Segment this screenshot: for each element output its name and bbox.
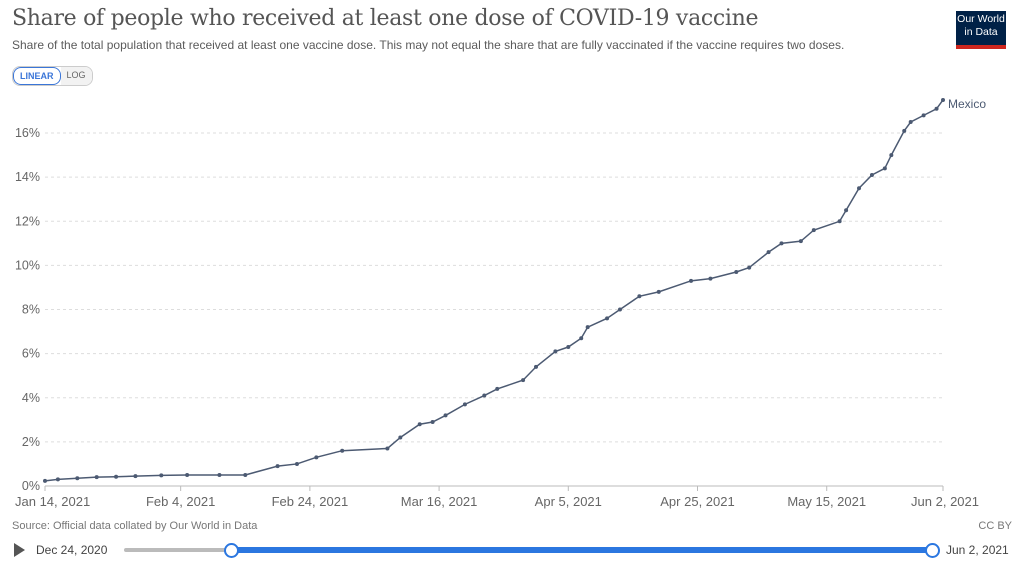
data-point — [417, 422, 422, 427]
data-point — [185, 472, 190, 477]
data-point — [798, 239, 803, 244]
data-point — [553, 349, 558, 354]
data-point — [43, 478, 47, 483]
data-point — [462, 402, 467, 407]
data-point — [340, 448, 345, 453]
data-point — [857, 186, 862, 191]
log-button[interactable]: LOG — [60, 67, 92, 85]
y-tick-label: 14% — [15, 170, 40, 184]
timeline-end-handle[interactable] — [925, 543, 940, 558]
x-tick-label: Feb 24, 2021 — [272, 494, 349, 509]
data-point — [566, 345, 571, 350]
data-point — [94, 475, 99, 480]
y-tick-label: 6% — [22, 347, 40, 361]
data-point — [605, 316, 610, 321]
data-point — [495, 386, 500, 391]
data-point — [844, 208, 849, 213]
timeline-selected-range[interactable] — [230, 547, 932, 553]
line-chart: 0% 2% 4% 6% 8% 10% 12% 14% 16% Jan 14, 2021 Feb 4,… — [15, 97, 986, 509]
data-point — [533, 364, 538, 369]
data-point — [811, 228, 816, 233]
series-line — [44, 99, 944, 482]
data-point — [656, 289, 661, 294]
x-tick-label: Feb 4, 2021 — [146, 494, 215, 509]
data-point — [689, 278, 694, 283]
data-point — [637, 294, 642, 299]
data-point — [921, 113, 926, 118]
linear-button[interactable]: LINEAR — [13, 67, 61, 85]
y-tick-label: 12% — [15, 214, 40, 228]
data-point — [294, 461, 299, 466]
data-point — [908, 120, 913, 125]
data-point — [398, 435, 403, 440]
data-point — [133, 474, 138, 479]
data-point — [837, 219, 842, 224]
timeline-start-label: Dec 24, 2020 — [36, 543, 108, 557]
data-point — [159, 473, 164, 478]
data-point — [443, 413, 448, 418]
timeline-start-handle[interactable] — [224, 543, 239, 558]
data-point — [482, 393, 487, 398]
data-point — [747, 265, 752, 270]
chart-title: Share of people who received at least on… — [12, 6, 759, 31]
license[interactable]: CC BY — [978, 520, 1012, 532]
y-tick-label: 8% — [22, 303, 40, 317]
data-point — [585, 325, 590, 330]
data-point — [779, 241, 784, 246]
x-tick-label: Apr 25, 2021 — [660, 494, 734, 509]
timeline-end-label: Jun 2, 2021 — [946, 543, 1009, 557]
x-tick-label: Mar 16, 2021 — [401, 494, 478, 509]
data-point — [114, 474, 119, 479]
chart-subtitle: Share of the total population that recei… — [12, 38, 845, 52]
x-tick-label: May 15, 2021 — [787, 494, 866, 509]
data-point — [869, 172, 874, 177]
x-tick-label: Jan 14, 2021 — [15, 494, 90, 509]
data-point — [941, 97, 945, 102]
owid-logo[interactable]: Our World in Data — [956, 11, 1006, 49]
y-tick-label: 0% — [22, 479, 40, 493]
y-tick-label: 2% — [22, 435, 40, 449]
data-point — [734, 270, 739, 275]
data-point — [521, 378, 526, 383]
data-point — [708, 276, 713, 281]
x-tick-label: Jun 2, 2021 — [911, 494, 979, 509]
data-point — [55, 477, 60, 482]
data-point — [766, 250, 771, 255]
x-tick-label: Apr 5, 2021 — [535, 494, 602, 509]
data-point — [579, 336, 584, 341]
series-label: Mexico — [948, 97, 986, 111]
data-point — [889, 153, 894, 158]
data-point — [75, 476, 80, 481]
y-tick-label: 10% — [15, 258, 40, 272]
data-point — [934, 106, 939, 111]
data-point — [882, 166, 887, 171]
scale-toggle[interactable]: LINEAR LOG — [12, 66, 93, 86]
data-point — [430, 420, 435, 425]
source-note[interactable]: Source: Official data collated by Our Wo… — [12, 520, 258, 532]
data-point — [217, 472, 222, 477]
data-point — [385, 446, 390, 451]
data-point — [902, 128, 907, 133]
y-tick-label: 16% — [15, 126, 40, 140]
data-point — [243, 472, 248, 477]
play-icon[interactable] — [14, 543, 25, 557]
y-tick-label: 4% — [22, 391, 40, 405]
data-point — [275, 464, 280, 469]
data-point — [314, 455, 319, 460]
data-point — [617, 307, 622, 312]
